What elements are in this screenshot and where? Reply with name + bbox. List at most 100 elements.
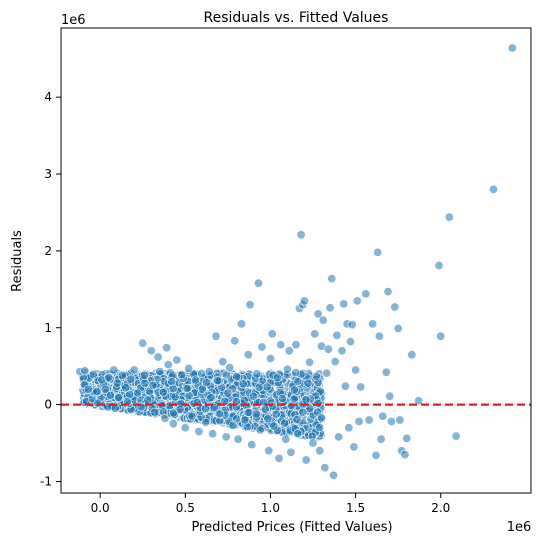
cloud-point-2069 [298,407,308,417]
data-point-103 [322,368,332,378]
data-point-125 [368,319,378,329]
data-point-47 [206,393,216,403]
data-point-65 [247,440,257,450]
data-point-139 [400,450,410,460]
data-point-87 [293,429,303,439]
data-point-77 [272,373,282,383]
data-point-33 [170,392,180,402]
data-point-141 [407,350,417,360]
data-point-80 [277,393,287,403]
data-point-11 [114,393,124,403]
data-point-23 [148,380,158,390]
data-point-142 [414,396,424,406]
data-point-134 [386,416,396,426]
data-point-117 [347,320,357,330]
data-point-39 [184,363,194,373]
data-point-75 [267,329,277,339]
cloud-point-2172 [201,404,211,414]
data-point-69 [255,425,265,435]
data-point-112 [339,299,349,309]
cloud-point-2000 [293,376,303,386]
data-point-93 [303,378,313,388]
cloud-point-1865 [315,422,325,432]
data-point-13 [121,383,131,393]
data-point-63 [243,350,253,360]
data-point-17 [133,388,143,398]
data-point-60 [237,319,247,329]
plot-area [61,43,531,480]
y-tick-label-4: 3 [44,167,52,181]
data-point-135 [390,302,400,312]
x-tick-label-2: 1.0 [261,501,280,515]
data-point-128 [374,331,384,341]
data-point-89 [296,230,306,240]
data-point-82 [282,364,292,374]
data-point-4 [92,386,102,396]
y-tick-label-1: 0 [44,398,52,412]
data-point-71 [260,404,270,414]
data-point-144 [436,331,446,341]
data-point-48 [208,429,218,439]
data-point-132 [383,287,393,297]
data-point-140 [402,433,412,443]
cloud-point-2096 [202,378,212,388]
cloud-point-2127 [316,413,326,423]
data-point-35 [175,404,185,414]
data-point-20 [139,370,149,380]
data-point-2 [83,384,93,394]
data-point-131 [381,367,391,377]
data-point-104 [323,344,333,354]
data-point-15 [126,374,136,384]
plot-frame [60,27,532,494]
cloud-point-2198 [197,368,207,378]
data-point-8 [105,390,115,400]
data-point-81 [281,434,291,444]
data-point-130 [378,411,388,421]
x-tick-label-3: 1.5 [346,501,365,515]
cloud-point-2185 [263,414,273,424]
data-point-57 [230,336,240,346]
cloud-point-2140 [291,368,301,378]
y-axis-label: Residuals [10,230,25,292]
data-point-19 [138,338,148,348]
data-point-72 [262,382,272,392]
data-point-45 [201,417,211,427]
data-point-6 [100,384,110,394]
data-point-9 [109,365,119,375]
cloud-point-2136 [280,418,290,428]
data-point-124 [364,415,374,425]
data-point-7 [104,373,114,383]
data-point-110 [334,432,344,442]
data-point-107 [328,470,338,480]
data-point-1 [80,366,90,376]
data-point-62 [240,415,250,425]
data-point-121 [354,416,364,426]
data-point-68 [254,278,264,288]
data-point-106 [327,274,337,284]
y-offset-label: 1e6 [61,13,86,28]
data-point-25 [153,352,163,362]
data-point-109 [332,330,342,340]
data-point-137 [395,415,405,425]
data-point-66 [248,391,258,401]
cloud-point-2152 [301,395,311,405]
y-tick-label-0: -1 [40,474,52,488]
cloud-point-2074 [313,398,323,408]
data-point-44 [197,384,207,394]
data-point-148 [507,43,517,53]
data-point-51 [214,409,224,419]
data-point-99 [315,446,325,456]
data-point-116 [345,337,355,347]
data-point-53 [221,432,231,442]
data-point-122 [356,382,366,392]
data-point-32 [168,419,178,429]
data-point-49 [211,331,221,341]
data-point-43 [194,426,204,436]
data-point-120 [352,296,362,306]
data-point-40 [187,411,197,421]
data-point-113 [340,381,350,391]
data-point-118 [349,442,359,452]
data-point-96 [310,329,320,339]
data-point-54 [223,388,233,398]
